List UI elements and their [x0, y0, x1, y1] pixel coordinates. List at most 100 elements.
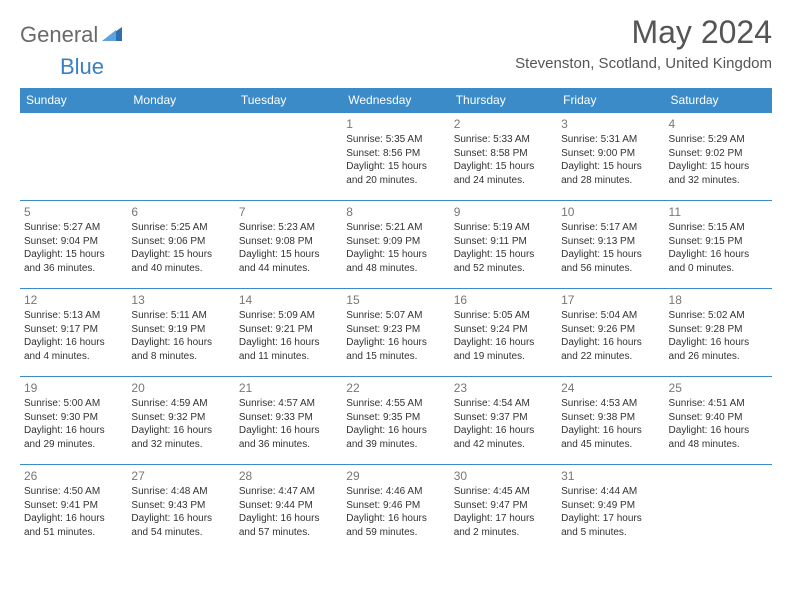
day-info: Sunrise: 5:17 AMSunset: 9:13 PMDaylight:… [561, 221, 660, 275]
day-number: 17 [561, 293, 660, 307]
calendar-cell: 15 Sunrise: 5:07 AMSunset: 9:23 PMDayligh… [342, 289, 449, 377]
calendar-cell: 5 Sunrise: 5:27 AMSunset: 9:04 PMDaylight… [20, 201, 127, 289]
day-info: Sunrise: 5:33 AMSunset: 8:58 PMDaylight:… [454, 133, 553, 187]
calendar-cell: 31 Sunrise: 4:44 AMSunset: 9:49 PMDayligh… [557, 465, 664, 553]
day-info: Sunrise: 4:46 AMSunset: 9:46 PMDaylight:… [346, 485, 445, 539]
calendar-row: 1 Sunrise: 5:35 AMSunset: 8:56 PMDaylight… [20, 113, 772, 201]
calendar-row: 26Sunrise: 4:50 AMSunset: 9:41 PMDayligh… [20, 465, 772, 553]
day-info: Sunrise: 5:13 AMSunset: 9:17 PMDaylight:… [24, 309, 123, 363]
day-number: 19 [24, 381, 123, 395]
day-header: Thursday [450, 88, 557, 113]
calendar-table: Sunday Monday Tuesday Wednesday Thursday… [20, 88, 772, 553]
calendar-cell: 26Sunrise: 4:50 AMSunset: 9:41 PMDayligh… [20, 465, 127, 553]
day-number: 23 [454, 381, 553, 395]
day-number: 13 [131, 293, 230, 307]
calendar-cell: 21 Sunrise: 4:57 AMSunset: 9:33 PMDayligh… [235, 377, 342, 465]
logo-text-second: Blue [60, 54, 104, 80]
day-info: Sunrise: 4:57 AMSunset: 9:33 PMDaylight:… [239, 397, 338, 451]
day-number: 1 [346, 117, 445, 131]
day-number: 12 [24, 293, 123, 307]
day-info: Sunrise: 4:45 AMSunset: 9:47 PMDaylight:… [454, 485, 553, 539]
calendar-cell [665, 465, 772, 553]
calendar-cell: 24 Sunrise: 4:53 AMSunset: 9:38 PMDayligh… [557, 377, 664, 465]
location: Stevenston, Scotland, United Kingdom [515, 55, 772, 72]
calendar-cell: 6 Sunrise: 5:25 AMSunset: 9:06 PMDaylight… [127, 201, 234, 289]
day-info: Sunrise: 4:47 AMSunset: 9:44 PMDaylight:… [239, 485, 338, 539]
day-info: Sunrise: 5:11 AMSunset: 9:19 PMDaylight:… [131, 309, 230, 363]
day-info: Sunrise: 5:35 AMSunset: 8:56 PMDaylight:… [346, 133, 445, 187]
day-info: Sunrise: 4:54 AMSunset: 9:37 PMDaylight:… [454, 397, 553, 451]
calendar-cell: 28 Sunrise: 4:47 AMSunset: 9:44 PMDayligh… [235, 465, 342, 553]
calendar-cell: 7Sunrise: 5:23 AMSunset: 9:08 PMDaylight… [235, 201, 342, 289]
day-info: Sunrise: 5:07 AMSunset: 9:23 PMDaylight:… [346, 309, 445, 363]
day-info: Sunrise: 5:15 AMSunset: 9:15 PMDaylight:… [669, 221, 768, 275]
day-number: 21 [239, 381, 338, 395]
day-info: Sunrise: 4:44 AMSunset: 9:49 PMDaylight:… [561, 485, 660, 539]
calendar-cell: 16 Sunrise: 5:05 AMSunset: 9:24 PMDayligh… [450, 289, 557, 377]
calendar-cell: 10 Sunrise: 5:17 AMSunset: 9:13 PMDayligh… [557, 201, 664, 289]
calendar-cell: 13 Sunrise: 5:11 AMSunset: 9:19 PMDayligh… [127, 289, 234, 377]
day-header: Friday [557, 88, 664, 113]
day-info: Sunrise: 4:59 AMSunset: 9:32 PMDaylight:… [131, 397, 230, 451]
calendar-cell: 22 Sunrise: 4:55 AMSunset: 9:35 PMDayligh… [342, 377, 449, 465]
day-info: Sunrise: 4:53 AMSunset: 9:38 PMDaylight:… [561, 397, 660, 451]
day-info: Sunrise: 5:21 AMSunset: 9:09 PMDaylight:… [346, 221, 445, 275]
calendar-row: 19Sunrise: 5:00 AMSunset: 9:30 PMDayligh… [20, 377, 772, 465]
day-number: 16 [454, 293, 553, 307]
day-number: 15 [346, 293, 445, 307]
calendar-cell: 2 Sunrise: 5:33 AMSunset: 8:58 PMDaylight… [450, 113, 557, 201]
day-header: Saturday [665, 88, 772, 113]
day-header: Tuesday [235, 88, 342, 113]
day-number: 8 [346, 205, 445, 219]
day-info: Sunrise: 4:55 AMSunset: 9:35 PMDaylight:… [346, 397, 445, 451]
day-number: 5 [24, 205, 123, 219]
day-info: Sunrise: 5:04 AMSunset: 9:26 PMDaylight:… [561, 309, 660, 363]
logo-text-first: General [20, 22, 98, 48]
day-number: 10 [561, 205, 660, 219]
day-number: 22 [346, 381, 445, 395]
month-title: May 2024 [515, 14, 772, 51]
day-number: 31 [561, 469, 660, 483]
day-number: 27 [131, 469, 230, 483]
day-number: 3 [561, 117, 660, 131]
day-number: 24 [561, 381, 660, 395]
calendar-cell: 9Sunrise: 5:19 AMSunset: 9:11 PMDaylight… [450, 201, 557, 289]
calendar-cell: 30 Sunrise: 4:45 AMSunset: 9:47 PMDayligh… [450, 465, 557, 553]
day-info: Sunrise: 5:05 AMSunset: 9:24 PMDaylight:… [454, 309, 553, 363]
calendar-cell [127, 113, 234, 201]
day-header: Monday [127, 88, 234, 113]
day-header-row: Sunday Monday Tuesday Wednesday Thursday… [20, 88, 772, 113]
calendar-cell [235, 113, 342, 201]
calendar-cell: 23 Sunrise: 4:54 AMSunset: 9:37 PMDayligh… [450, 377, 557, 465]
day-info: Sunrise: 5:31 AMSunset: 9:00 PMDaylight:… [561, 133, 660, 187]
day-number: 26 [24, 469, 123, 483]
day-info: Sunrise: 5:29 AMSunset: 9:02 PMDaylight:… [669, 133, 768, 187]
triangle-icon [102, 25, 122, 46]
day-header: Wednesday [342, 88, 449, 113]
calendar-cell [20, 113, 127, 201]
calendar-cell: 1 Sunrise: 5:35 AMSunset: 8:56 PMDaylight… [342, 113, 449, 201]
calendar-cell: 25Sunrise: 4:51 AMSunset: 9:40 PMDayligh… [665, 377, 772, 465]
calendar-cell: 11 Sunrise: 5:15 AMSunset: 9:15 PMDayligh… [665, 201, 772, 289]
day-info: Sunrise: 4:51 AMSunset: 9:40 PMDaylight:… [669, 397, 768, 451]
calendar-cell: 14Sunrise: 5:09 AMSunset: 9:21 PMDayligh… [235, 289, 342, 377]
day-number: 11 [669, 205, 768, 219]
calendar-cell: 29 Sunrise: 4:46 AMSunset: 9:46 PMDayligh… [342, 465, 449, 553]
day-number: 6 [131, 205, 230, 219]
day-number: 29 [346, 469, 445, 483]
day-number: 2 [454, 117, 553, 131]
day-number: 20 [131, 381, 230, 395]
day-number: 30 [454, 469, 553, 483]
day-info: Sunrise: 5:02 AMSunset: 9:28 PMDaylight:… [669, 309, 768, 363]
day-header: Sunday [20, 88, 127, 113]
day-info: Sunrise: 5:25 AMSunset: 9:06 PMDaylight:… [131, 221, 230, 275]
day-number: 9 [454, 205, 553, 219]
calendar-cell: 17 Sunrise: 5:04 AMSunset: 9:26 PMDayligh… [557, 289, 664, 377]
day-number: 28 [239, 469, 338, 483]
day-info: Sunrise: 5:27 AMSunset: 9:04 PMDaylight:… [24, 221, 123, 275]
day-info: Sunrise: 5:09 AMSunset: 9:21 PMDaylight:… [239, 309, 338, 363]
calendar-cell: 3 Sunrise: 5:31 AMSunset: 9:00 PMDaylight… [557, 113, 664, 201]
calendar-row: 12 Sunrise: 5:13 AMSunset: 9:17 PMDayligh… [20, 289, 772, 377]
calendar-cell: 4Sunrise: 5:29 AMSunset: 9:02 PMDaylight… [665, 113, 772, 201]
day-number: 7 [239, 205, 338, 219]
